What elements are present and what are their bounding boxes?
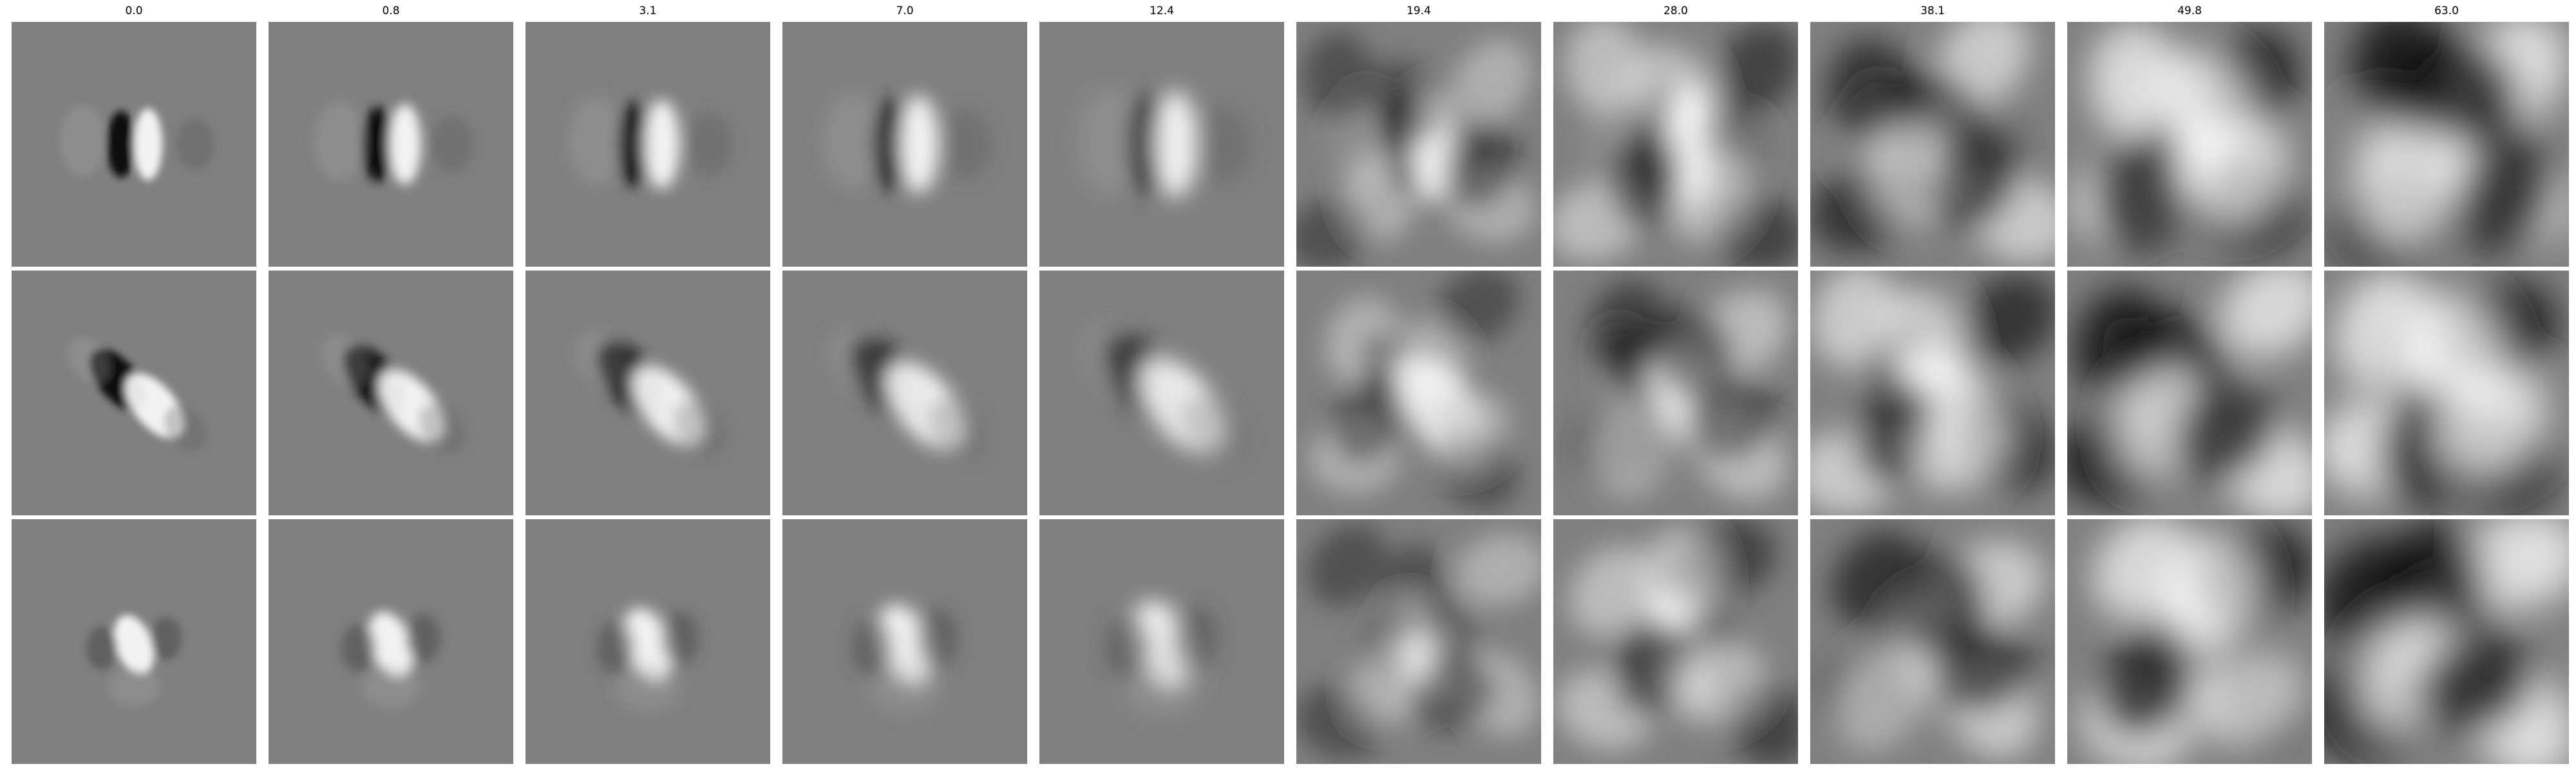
filter-image-r1-c9: [2067, 22, 2312, 267]
column-title-1: 0.8: [382, 5, 400, 17]
column-title-9: 63.0: [2434, 5, 2459, 17]
filter-image-r1-c10: [2324, 22, 2569, 267]
column-title-2: 3.1: [639, 5, 657, 17]
column-title-8: 49.8: [2177, 5, 2202, 17]
filter-image-r1-c7: [1553, 22, 1798, 267]
filter-image-r3-c10: [2324, 519, 2569, 764]
filter-image-r2-c3: [526, 271, 770, 515]
filter-image-r1-c8: [1810, 22, 2055, 267]
column-title-5: 19.4: [1406, 5, 1431, 17]
filter-image-r2-c6: [1296, 271, 1541, 515]
filter-image-r2-c8: [1810, 271, 2055, 515]
filter-image-r3-c4: [782, 519, 1027, 764]
column-title-6: 28.0: [1663, 5, 1688, 17]
filter-image-r3-c1: [12, 519, 256, 764]
filter-image-r2-c4: [782, 271, 1027, 515]
filter-image-r2-c2: [269, 271, 513, 515]
filter-image-r3-c3: [526, 519, 770, 764]
filter-image-r3-c9: [2067, 519, 2312, 764]
filter-image-r2-c7: [1553, 271, 1798, 515]
filter-image-r2-c10: [2324, 271, 2569, 515]
filter-image-r3-c5: [1039, 519, 1284, 764]
column-title-4: 12.4: [1150, 5, 1174, 17]
filter-image-r1-c5: [1039, 22, 1284, 267]
filter-image-r1-c3: [526, 22, 770, 267]
filter-image-r2-c5: [1039, 271, 1284, 515]
filter-image-r1-c1: [12, 22, 256, 267]
filter-image-r1-c2: [269, 22, 513, 267]
filter-image-r1-c6: [1296, 22, 1541, 267]
column-title-7: 38.1: [1920, 5, 1945, 17]
filter-image-r3-c8: [1810, 519, 2055, 764]
filter-image-r2-c9: [2067, 271, 2312, 515]
filter-image-r1-c4: [782, 22, 1027, 267]
filter-image-r3-c6: [1296, 519, 1541, 764]
filter-image-r3-c7: [1553, 519, 1798, 764]
filter-image-r3-c2: [269, 519, 513, 764]
column-title-0: 0.0: [125, 5, 143, 17]
column-title-3: 7.0: [896, 5, 914, 17]
filter-image-r2-c1: [12, 271, 256, 515]
